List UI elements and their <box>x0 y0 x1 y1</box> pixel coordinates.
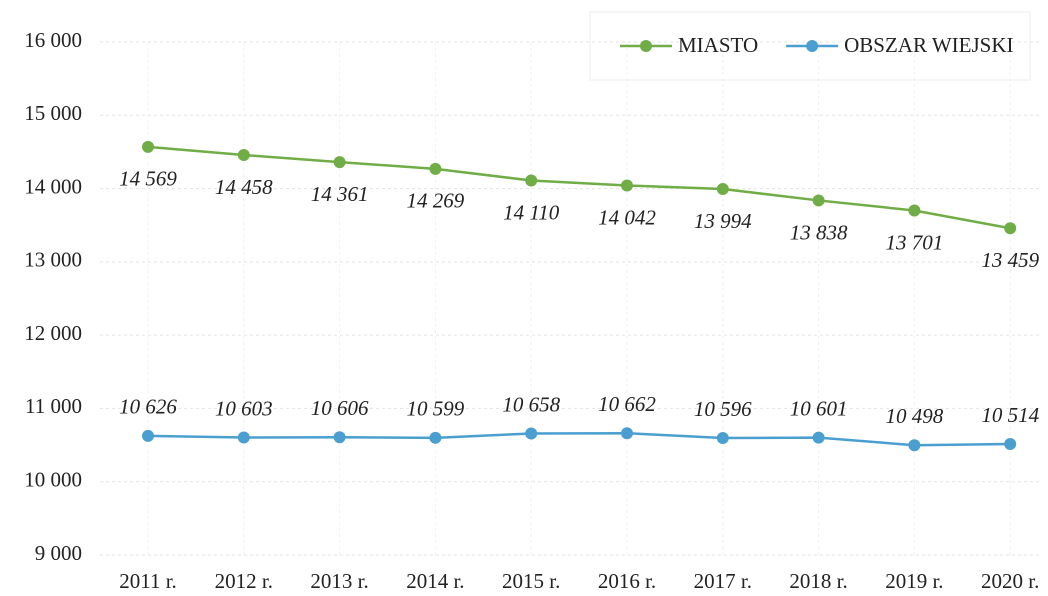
point <box>429 162 442 175</box>
data-label: 10 599 <box>407 397 465 421</box>
point <box>1004 438 1017 451</box>
point <box>525 427 538 440</box>
point <box>333 431 346 444</box>
data-label: 14 269 <box>407 189 465 213</box>
point <box>237 431 250 444</box>
x-tick-label: 2013 r. <box>310 569 368 593</box>
point <box>237 149 250 162</box>
point <box>333 156 346 169</box>
data-label: 13 838 <box>790 220 848 244</box>
point <box>812 431 825 444</box>
legend-marker <box>806 40 819 52</box>
x-tick-label: 2016 r. <box>598 569 656 593</box>
data-label: 14 361 <box>311 182 369 206</box>
data-label: 10 498 <box>886 404 944 428</box>
y-tick-label: 16 000 <box>24 28 82 52</box>
point <box>716 432 729 445</box>
point <box>142 140 154 153</box>
y-tick-label: 10 000 <box>24 468 82 492</box>
point <box>908 204 921 217</box>
data-label: 10 606 <box>311 396 369 420</box>
data-label: 10 658 <box>502 392 560 416</box>
data-label: 10 601 <box>790 396 848 420</box>
data-label: 13 994 <box>694 209 752 233</box>
legend-box <box>589 11 1031 81</box>
data-label: 14 569 <box>119 167 177 191</box>
y-tick-label: 11 000 <box>25 394 82 418</box>
point <box>621 179 633 192</box>
x-tick-label: 2018 r. <box>789 569 847 593</box>
data-label: 10 514 <box>981 403 1039 427</box>
point <box>1004 222 1017 235</box>
point <box>621 427 633 440</box>
y-tick-label: 9 000 <box>35 541 82 565</box>
legend-label: OBSZAR WIEJSKI <box>844 33 1013 57</box>
data-label: 10 603 <box>215 396 273 420</box>
y-tick-label: 14 000 <box>24 174 82 198</box>
legend-marker <box>640 40 652 52</box>
point <box>908 439 921 452</box>
data-label: 13 459 <box>981 248 1039 272</box>
point <box>812 194 825 207</box>
point <box>142 429 154 442</box>
data-label: 10 596 <box>694 397 752 421</box>
data-label: 14 042 <box>598 205 656 229</box>
y-tick-label: 13 000 <box>24 248 82 272</box>
x-tick-label: 2017 r. <box>694 569 752 593</box>
x-tick-label: 2019 r. <box>885 569 943 593</box>
point <box>429 431 442 444</box>
series-line <box>147 431 1011 447</box>
series-line <box>147 145 1011 230</box>
y-tick-label: 12 000 <box>24 321 82 345</box>
data-label: 14 458 <box>215 175 273 199</box>
legend-label: MIASTO <box>678 33 758 57</box>
data-label: 13 701 <box>886 230 944 254</box>
x-tick-label: 2020 r. <box>981 569 1039 593</box>
point <box>716 183 729 196</box>
x-tick-label: 2012 r. <box>215 569 273 593</box>
x-tick-label: 2014 r. <box>406 569 464 593</box>
point <box>525 174 538 187</box>
x-tick-label: 2011 r. <box>119 569 177 593</box>
data-label: 14 110 <box>503 200 560 224</box>
x-tick-label: 2015 r. <box>502 569 560 593</box>
data-label: 10 626 <box>119 395 177 419</box>
data-label: 10 662 <box>598 392 656 416</box>
y-tick-label: 15 000 <box>24 101 82 125</box>
